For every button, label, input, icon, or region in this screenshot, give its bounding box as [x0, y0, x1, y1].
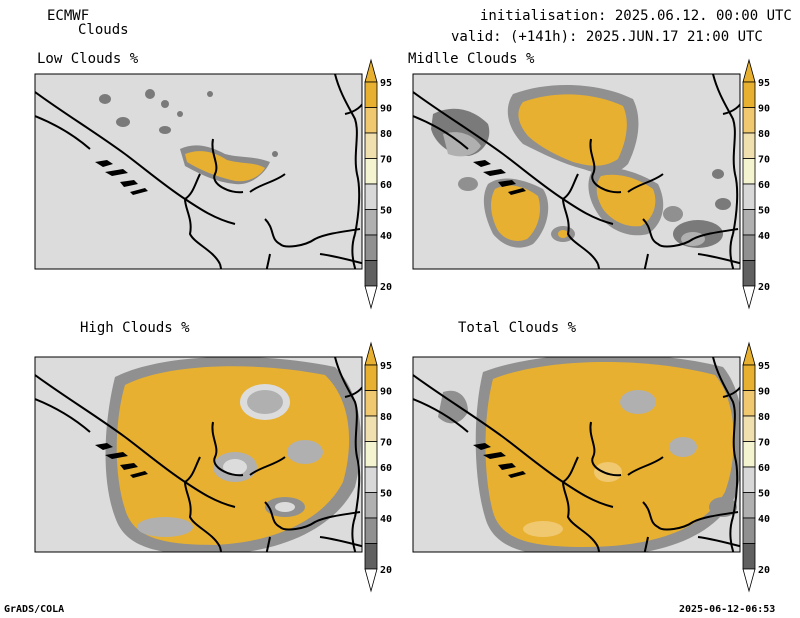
colorbar-swatch [364, 81, 378, 108]
colorbar-label: 60 [758, 180, 770, 191]
colorbar-swatch [364, 107, 378, 134]
colorbar-swatch [364, 209, 378, 236]
colorbar-label: 60 [380, 463, 392, 474]
colorbar-high: 95 90 80 70 60 50 40 20 [364, 341, 392, 593]
colorbar-label: 50 [380, 489, 392, 500]
colorbar-label: 90 [758, 387, 770, 398]
colorbar-swatch [364, 543, 378, 570]
colorbar-swatch [364, 183, 378, 210]
colorbar-label: 40 [758, 231, 770, 242]
colorbar-label: 60 [758, 463, 770, 474]
colorbar-swatch [742, 209, 756, 236]
colorbar-top-arrow [742, 58, 756, 83]
colorbar-swatch [742, 390, 756, 417]
colorbar-swatch [364, 466, 378, 493]
colorbar-swatch [742, 441, 756, 468]
map-total-clouds [412, 356, 741, 553]
colorbar-bottom-arrow [742, 568, 756, 593]
colorbar-label: 20 [380, 565, 392, 576]
colorbar-label: 40 [758, 514, 770, 525]
colorbar-bottom-arrow [364, 568, 378, 593]
colorbar-swatch [364, 132, 378, 159]
colorbar-swatch [742, 234, 756, 261]
colorbar-middle: 95 90 80 70 60 50 40 20 [742, 58, 770, 310]
colorbar-label: 20 [380, 282, 392, 293]
footer-software: GrADS/COLA [4, 604, 65, 615]
map-high-clouds [34, 356, 363, 553]
colorbar-swatch [364, 260, 378, 287]
colorbar-swatch [364, 364, 378, 391]
colorbar-label: 95 [758, 78, 770, 89]
panel-title-high: High Clouds % [80, 320, 190, 336]
colorbar-label: 90 [380, 387, 392, 398]
panel-title-middle: Midlle Clouds % [408, 51, 535, 67]
colorbar-label: 95 [380, 361, 392, 372]
colorbar-swatch [742, 158, 756, 185]
colorbar-swatch [742, 415, 756, 442]
colorbar-label: 60 [380, 180, 392, 191]
colorbar-swatch [742, 543, 756, 570]
colorbar-swatch [742, 517, 756, 544]
map-middle-clouds [412, 73, 741, 270]
colorbar-label: 80 [758, 129, 770, 140]
colorbar-swatch [742, 492, 756, 519]
colorbar-top-arrow [742, 341, 756, 366]
colorbar-swatch [742, 107, 756, 134]
colorbar-swatch [742, 364, 756, 391]
colorbar-swatch [364, 234, 378, 261]
colorbar-label: 80 [380, 412, 392, 423]
panel-title-total: Total Clouds % [458, 320, 577, 336]
colorbar-swatch [742, 183, 756, 210]
colorbar-label: 70 [758, 155, 770, 166]
colorbar-label: 70 [758, 438, 770, 449]
colorbar-label: 20 [758, 565, 770, 576]
colorbar-label: 90 [380, 104, 392, 115]
colorbar-label: 80 [380, 129, 392, 140]
colorbar-swatch [364, 441, 378, 468]
model-name: ECMWF [47, 8, 90, 24]
colorbar-low: 95 90 80 70 60 50 40 20 [364, 58, 392, 310]
colorbar-label: 95 [380, 78, 392, 89]
colorbar-label: 50 [380, 206, 392, 217]
colorbar-total: 95 90 80 70 60 50 40 20 [742, 341, 770, 593]
footer-timestamp: 2025-06-12-06:53 [679, 604, 776, 615]
colorbar-label: 40 [380, 514, 392, 525]
colorbar-swatch [742, 466, 756, 493]
colorbar-label: 90 [758, 104, 770, 115]
colorbar-label: 50 [758, 206, 770, 217]
product-name: Clouds [78, 22, 129, 38]
colorbar-swatch [364, 517, 378, 544]
colorbar-swatch [742, 81, 756, 108]
colorbar-swatch [364, 390, 378, 417]
colorbar-bottom-arrow [364, 285, 378, 310]
colorbar-swatch [364, 492, 378, 519]
colorbar-label: 50 [758, 489, 770, 500]
colorbar-label: 80 [758, 412, 770, 423]
colorbar-swatch [364, 415, 378, 442]
colorbar-swatch [742, 260, 756, 287]
colorbar-label: 70 [380, 438, 392, 449]
colorbar-top-arrow [364, 58, 378, 83]
colorbar-label: 95 [758, 361, 770, 372]
colorbar-label: 20 [758, 282, 770, 293]
colorbar-bottom-arrow [742, 285, 756, 310]
map-low-clouds [34, 73, 363, 270]
colorbar-label: 40 [380, 231, 392, 242]
colorbar-label: 70 [380, 155, 392, 166]
init-time: initialisation: 2025.06.12. 00:00 UTC [480, 8, 792, 24]
colorbar-top-arrow [364, 341, 378, 366]
colorbar-swatch [742, 132, 756, 159]
valid-time: valid: (+141h): 2025.JUN.17 21:00 UTC [451, 29, 763, 45]
colorbar-swatch [364, 158, 378, 185]
panel-title-low: Low Clouds % [37, 51, 139, 67]
